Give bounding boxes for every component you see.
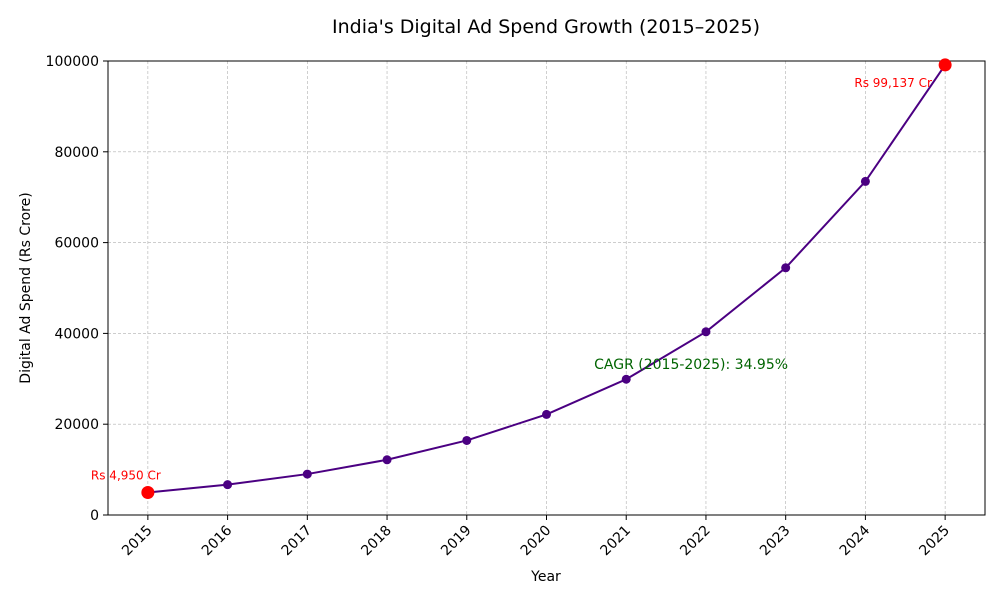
annotation-end-value: Rs 99,137 Cr <box>854 76 932 90</box>
y-tick-label: 60000 <box>54 236 99 252</box>
x-tick-label: 2023 <box>757 523 794 560</box>
y-tick-label: 80000 <box>54 145 99 161</box>
data-point <box>223 480 233 490</box>
x-tick-label: 2015 <box>119 523 156 560</box>
series-layer <box>141 58 952 500</box>
x-tick-label: 2020 <box>518 523 555 560</box>
annotations: Rs 4,950 Cr Rs 99,137 Cr CAGR (2015-2025):… <box>91 76 932 483</box>
grid-lines <box>108 60 985 516</box>
data-point <box>302 469 312 479</box>
data-point <box>781 263 791 273</box>
x-tick-label: 2022 <box>677 523 714 560</box>
annotation-cagr: CAGR (2015-2025): 34.95% <box>594 357 788 373</box>
x-tick-label: 2025 <box>916 523 953 560</box>
y-tick-label: 40000 <box>54 326 99 342</box>
data-point <box>621 374 631 384</box>
data-point <box>701 327 711 337</box>
x-tick-label: 2024 <box>837 522 874 559</box>
data-point <box>860 176 870 186</box>
x-tick-label: 2017 <box>279 523 316 560</box>
data-point <box>382 455 392 465</box>
x-tick-label: 2021 <box>598 523 635 560</box>
y-tick-label: 100000 <box>46 54 99 70</box>
x-tick-label: 2019 <box>438 523 475 560</box>
axes: 0 20000 40000 60000 80000 100000 2015 2016 2017 2… <box>46 54 986 560</box>
data-point <box>542 409 551 419</box>
y-axis-label: Digital Ad Spend (Rs Crore) <box>18 192 34 383</box>
y-tick-label: 20000 <box>54 417 99 433</box>
highlight-point <box>938 58 952 72</box>
data-point <box>462 435 472 445</box>
y-tick-label: 0 <box>90 508 99 524</box>
x-tick-label: 2016 <box>199 522 236 559</box>
highlight-point <box>141 486 155 500</box>
x-tick-label: 2018 <box>358 523 395 560</box>
annotation-start-value: Rs 4,950 Cr <box>91 469 161 483</box>
chart-title: India's Digital Ad Spend Growth (2015–20… <box>332 16 760 38</box>
x-axis-label: Year <box>530 569 561 585</box>
